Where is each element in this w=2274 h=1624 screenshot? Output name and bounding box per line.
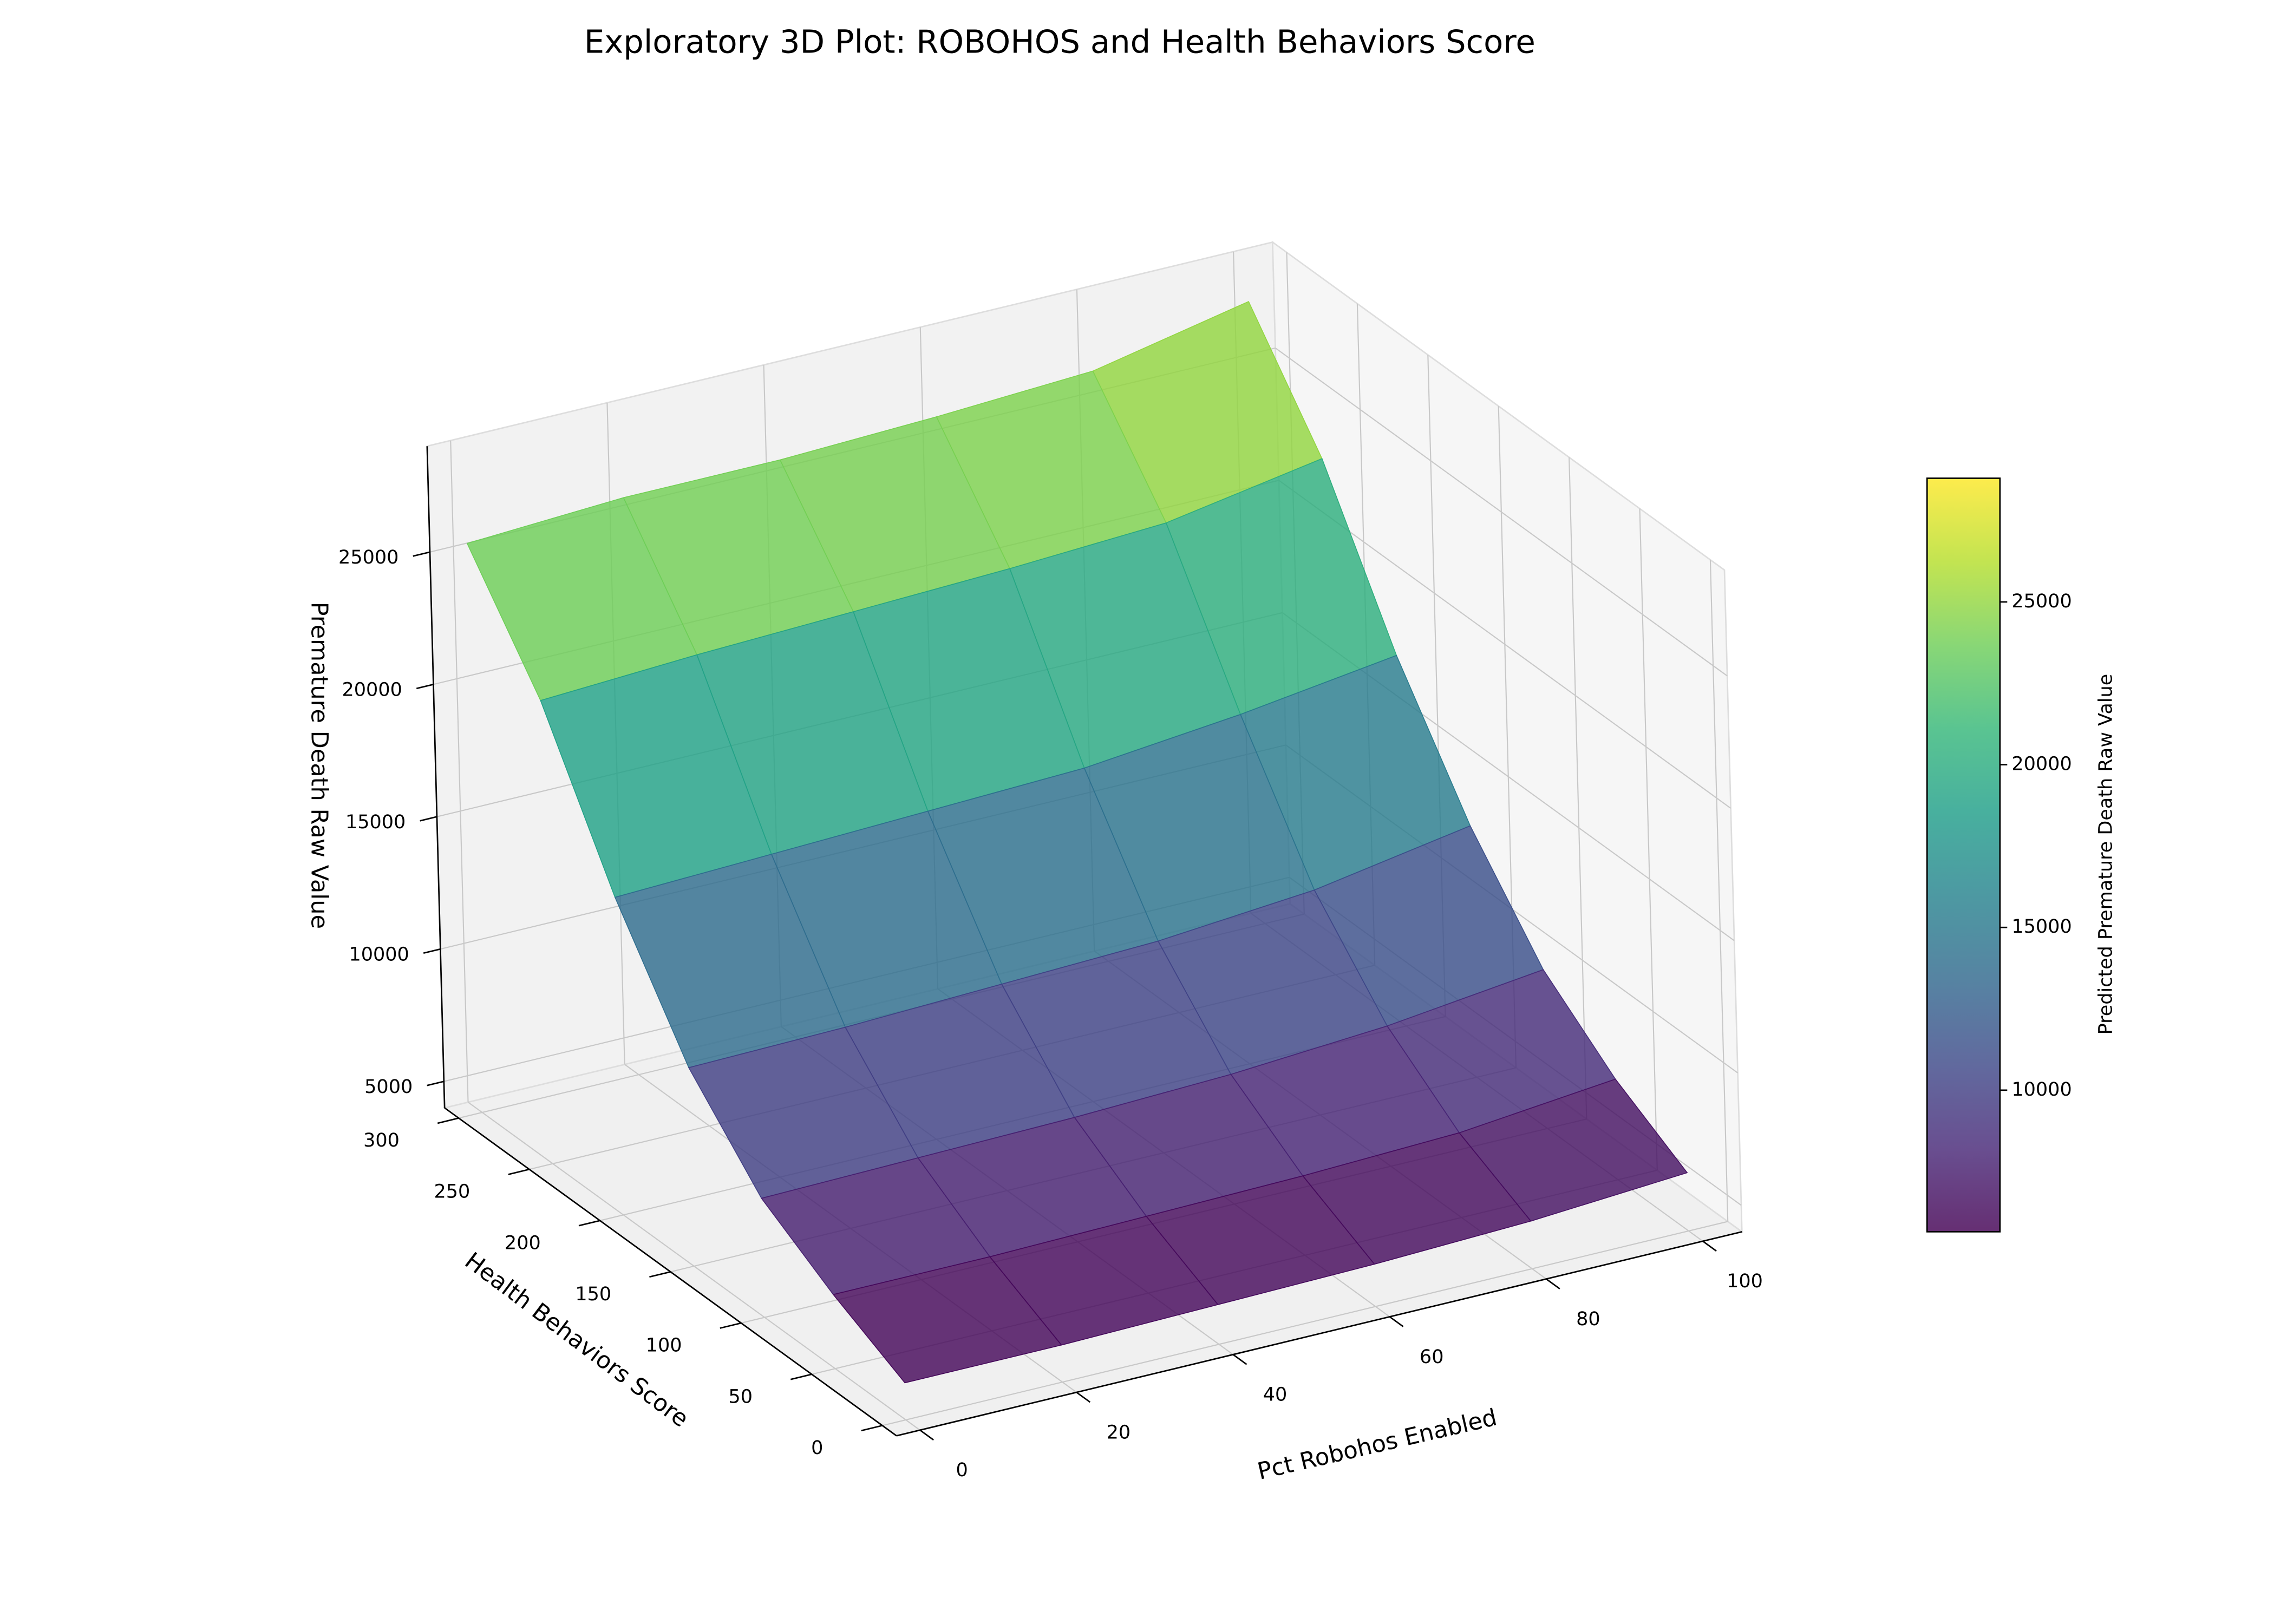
x-tick-label: 60 — [1420, 1346, 1444, 1368]
x-grid-line — [450, 440, 469, 1103]
x-tick-label: 100 — [1727, 1271, 1763, 1292]
axis-line — [444, 1107, 897, 1437]
y-tick — [508, 1168, 530, 1175]
z-tick — [413, 551, 430, 557]
z-axis-label: Premature Death Raw Value — [305, 602, 332, 929]
z-grid-line — [1278, 480, 1731, 809]
axis-line — [426, 446, 446, 1108]
x-tick — [1702, 1240, 1717, 1252]
x-tick-label: 0 — [956, 1459, 968, 1481]
z-tick — [423, 948, 441, 954]
chart-title: Exploratory 3D Plot: ROBOHOS and Health … — [584, 23, 1535, 60]
x-tick — [919, 1429, 934, 1441]
z-tick — [420, 816, 437, 822]
x-axis-label: Pct Robohos Enabled — [1255, 1404, 1500, 1485]
colorbar — [1926, 477, 2001, 1233]
x-tick — [1076, 1391, 1091, 1403]
z-tick — [416, 683, 434, 690]
y-tick — [578, 1220, 600, 1227]
colorbar-tick-label: 25000 — [2011, 591, 2072, 612]
y-grid-line — [1709, 560, 1729, 1222]
y-tick — [437, 1117, 459, 1124]
y-tick-label: 150 — [575, 1284, 611, 1305]
y-grid-line — [882, 1221, 1728, 1426]
x-tick-label: 80 — [1576, 1308, 1600, 1330]
y-tick — [861, 1425, 883, 1432]
y-tick-label: 100 — [646, 1335, 682, 1357]
colorbar-tick-label: 20000 — [2011, 754, 2072, 775]
y-tick-label: 0 — [811, 1437, 823, 1459]
colorbar-tick-label: 10000 — [2011, 1079, 2072, 1101]
colorbar-label: Predicted Premature Death Raw Value — [2095, 674, 2116, 1035]
y-tick-label: 300 — [363, 1130, 400, 1151]
y-tick — [649, 1271, 671, 1278]
z-grid-line — [1275, 348, 1728, 677]
x-tick — [1389, 1316, 1404, 1327]
z-tick-label: 25000 — [338, 547, 398, 568]
x-tick-label: 20 — [1107, 1422, 1131, 1443]
x-tick — [1232, 1354, 1247, 1365]
y-tick-label: 200 — [505, 1232, 541, 1254]
y-tick — [720, 1322, 742, 1329]
z-tick — [427, 1081, 445, 1086]
z-tick-label: 5000 — [364, 1076, 413, 1098]
x-tick — [1546, 1278, 1560, 1289]
y-tick — [790, 1373, 812, 1380]
axis-line — [896, 1231, 1742, 1437]
y-tick-label: 250 — [434, 1181, 471, 1203]
x-tick-label: 40 — [1263, 1384, 1288, 1406]
y-grid-line — [1639, 508, 1658, 1170]
y-tick-label: 50 — [728, 1386, 753, 1407]
z-tick-label: 10000 — [349, 944, 409, 965]
surface-patch — [832, 1256, 1062, 1384]
z-tick-label: 20000 — [342, 679, 402, 701]
colorbar-tick-label: 15000 — [2011, 916, 2072, 938]
y-grid-line — [1569, 457, 1587, 1119]
z-tick-label: 15000 — [345, 811, 406, 833]
